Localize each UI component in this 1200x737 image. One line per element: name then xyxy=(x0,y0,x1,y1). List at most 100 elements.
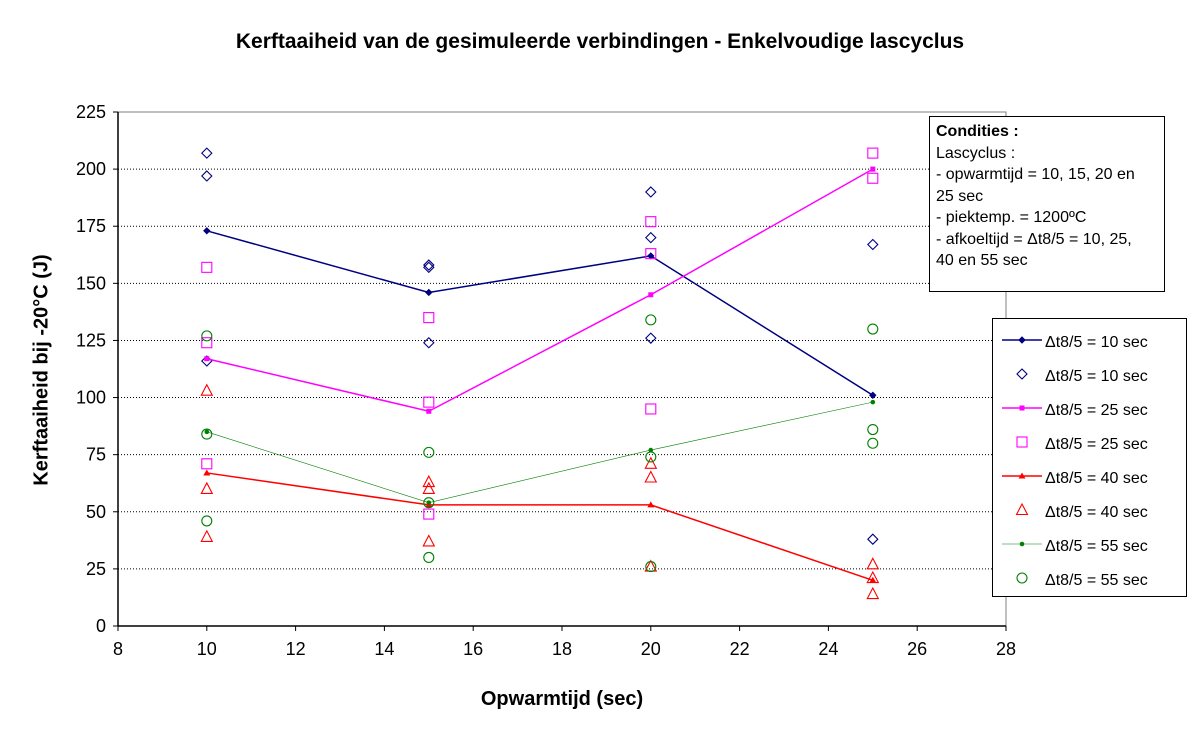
legend-label: Δt8/5 = 40 sec xyxy=(1045,504,1148,521)
legend-swatch xyxy=(1002,541,1042,547)
legend-swatch xyxy=(1002,472,1042,479)
data-point xyxy=(201,458,213,470)
legend-item: Δt8/5 = 55 sec xyxy=(993,532,1188,562)
legend-item: Δt8/5 = 25 sec xyxy=(993,430,1188,460)
y-tick-label: 75 xyxy=(86,445,106,465)
legend: Δt8/5 = 10 sec Δt8/5 = 10 sec Δt8/5 = 25 s… xyxy=(992,318,1187,597)
legend-item: Δt8/5 = 55 sec xyxy=(993,566,1188,596)
data-point xyxy=(422,474,436,488)
series-group xyxy=(201,147,879,545)
legend-swatch xyxy=(1015,502,1029,516)
data-point xyxy=(423,508,435,520)
series-group xyxy=(203,469,877,583)
data-point xyxy=(201,147,213,159)
series-line xyxy=(206,401,873,503)
data-point xyxy=(867,437,879,449)
data-point xyxy=(869,391,877,399)
data-point xyxy=(423,497,435,509)
legend-item: Δt8/5 = 40 sec xyxy=(993,498,1188,528)
data-point xyxy=(201,170,213,182)
conditions-line: - piektemp. = 1200ºC xyxy=(936,209,1087,226)
data-point xyxy=(867,533,879,545)
data-point xyxy=(422,534,436,547)
data-point xyxy=(200,383,214,396)
x-tick-label: 14 xyxy=(374,639,394,659)
x-tick-label: 12 xyxy=(286,639,306,659)
legend-swatch xyxy=(1016,572,1028,584)
x-tick-label: 24 xyxy=(818,639,838,659)
y-tick-label: 100 xyxy=(76,388,106,408)
data-point xyxy=(645,561,657,573)
data-point xyxy=(204,429,210,435)
data-point xyxy=(645,314,657,326)
data-point xyxy=(203,227,211,235)
series-group xyxy=(204,399,876,505)
data-point xyxy=(200,529,214,542)
legend-item: Δt8/5 = 10 sec xyxy=(993,328,1188,358)
data-point xyxy=(644,470,658,483)
conditions-line: 25 sec xyxy=(936,187,984,205)
x-tick-label: 10 xyxy=(197,639,217,659)
legend-marker xyxy=(1015,502,1029,516)
legend-label: Δt8/5 = 25 sec xyxy=(1045,402,1148,419)
x-tick-label: 8 xyxy=(113,639,123,659)
y-tick-label: 125 xyxy=(76,330,106,350)
data-point xyxy=(867,172,879,184)
conditions-line: - opwarmtijd = 10, 15, 20 en xyxy=(936,166,1135,183)
data-point xyxy=(203,469,211,476)
data-point xyxy=(645,231,657,244)
y-tick-label: 150 xyxy=(76,273,106,293)
data-point xyxy=(201,428,213,440)
conditions-title: Condities : xyxy=(936,123,1019,140)
data-point xyxy=(645,186,657,198)
legend-item: Δt8/5 = 25 sec xyxy=(993,396,1188,426)
data-point xyxy=(870,166,876,172)
data-point xyxy=(645,216,657,228)
legend-marker xyxy=(1016,436,1028,448)
legend-swatch xyxy=(1002,405,1042,411)
data-point xyxy=(645,332,657,344)
legend-item: Δt8/5 = 40 sec xyxy=(993,464,1188,494)
data-point xyxy=(644,456,658,469)
chart-title: Kerftaaiheid van de gesimuleerde verbind… xyxy=(235,30,965,53)
legend-marker xyxy=(1019,541,1025,547)
conditions-line: - afkoeltijd = Δt8/5 = 10, 25, xyxy=(936,230,1132,248)
series-group xyxy=(200,383,880,600)
data-point xyxy=(867,323,879,335)
legend-label: Δt8/5 = 55 sec xyxy=(1045,572,1148,589)
series-group xyxy=(204,166,876,414)
y-tick-label: 25 xyxy=(86,559,106,579)
data-point xyxy=(426,408,432,414)
data-point xyxy=(201,330,213,342)
data-point xyxy=(201,515,213,527)
data-point xyxy=(201,261,213,273)
data-point xyxy=(866,557,880,570)
data-point xyxy=(423,312,435,324)
y-tick-label: 200 xyxy=(76,159,106,179)
legend-label: Δt8/5 = 25 sec xyxy=(1045,436,1148,453)
data-point xyxy=(648,292,654,298)
series-group xyxy=(201,314,879,573)
data-point xyxy=(867,147,879,159)
data-point xyxy=(648,447,654,453)
x-axis-label: Opwarmtijd (sec) xyxy=(480,688,644,710)
data-point xyxy=(867,238,879,251)
legend-marker xyxy=(1018,336,1026,344)
data-point xyxy=(423,446,435,458)
data-point xyxy=(647,501,655,508)
x-tick-label: 26 xyxy=(907,639,927,659)
data-point xyxy=(201,337,213,349)
conditions-box: Condities : Lascyclus : - opwarmtijd = 1… xyxy=(929,116,1165,292)
data-point xyxy=(866,570,880,584)
x-tick-label: 28 xyxy=(996,639,1016,659)
series-line xyxy=(206,230,874,396)
legend-label: Δt8/5 = 10 sec xyxy=(1045,368,1148,385)
legend-marker xyxy=(1016,368,1028,380)
x-tick-label: 16 xyxy=(463,639,483,659)
series-line xyxy=(206,472,874,582)
data-point xyxy=(422,481,436,494)
data-point xyxy=(426,500,432,505)
data-point xyxy=(645,248,657,260)
data-point xyxy=(204,356,210,362)
